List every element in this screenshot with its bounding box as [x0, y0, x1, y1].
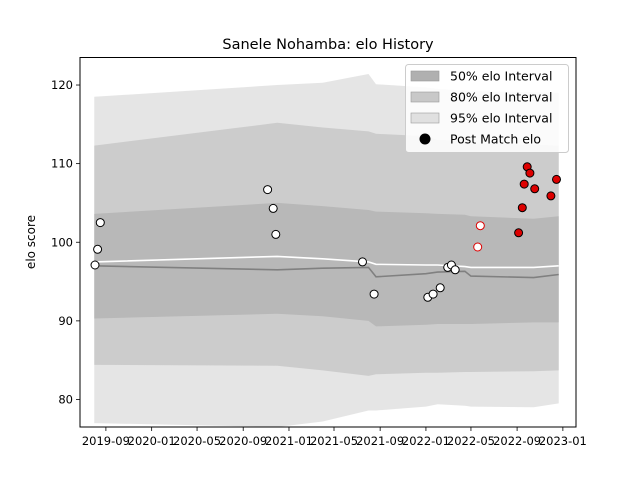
data-point-0 [90, 260, 100, 270]
y-tick-label-0: 80 [58, 392, 73, 406]
interval-bands [94, 74, 559, 427]
x-tick-label-4: 2021-01 [265, 434, 313, 448]
x-tick-label-1: 2020-01 [128, 434, 176, 448]
x-tick-label-7: 2022-01 [402, 434, 450, 448]
data-point-22 [546, 191, 556, 201]
legend-swatch-2 [410, 112, 440, 124]
data-point-23 [552, 174, 561, 184]
x-axis: 2019-092020-012020-052020-092021-012021-… [82, 427, 587, 448]
legend-label-1: 80% elo Interval [450, 90, 552, 105]
x-tick-label-8: 2022-05 [447, 434, 495, 448]
x-tick-label-5: 2021-05 [310, 434, 358, 448]
legend-swatch-1 [410, 91, 440, 103]
y-axis-label: elo score [24, 215, 38, 269]
trend-lines [94, 255, 559, 279]
data-point-16 [514, 228, 524, 238]
data-point-3 [263, 185, 273, 195]
match-points [90, 162, 561, 302]
y-tick-label-4: 120 [51, 78, 73, 92]
data-point-5 [271, 229, 281, 239]
x-tick-label-10: 2023-01 [539, 434, 587, 448]
data-point-18 [519, 179, 529, 189]
band-2 [94, 202, 559, 327]
series-line-mean [94, 265, 559, 279]
data-point-2 [95, 218, 105, 228]
y-tick-label-1: 90 [58, 314, 73, 328]
data-point-14 [473, 242, 483, 252]
data-point-1 [93, 244, 103, 254]
data-point-20 [525, 168, 535, 178]
data-point-9 [428, 289, 438, 299]
data-point-6 [358, 257, 367, 267]
y-axis: 80 90 100 110 120 [51, 78, 80, 406]
x-tick-label-9: 2022-09 [493, 434, 541, 448]
x-tick-label-0: 2019-09 [82, 434, 130, 448]
legend-box [405, 64, 569, 153]
legend-label-0: 50% elo Interval [450, 69, 552, 84]
chart-title: Sanele Nohamba: elo History [222, 37, 434, 53]
y-tick-label-3: 110 [51, 157, 73, 171]
data-point-4 [268, 203, 278, 213]
legend-label-3: Post Match elo [450, 132, 541, 147]
data-point-10 [435, 283, 445, 293]
x-tick-label-6: 2021-09 [356, 434, 404, 448]
x-tick-label-2: 2020-05 [173, 434, 221, 448]
data-point-13 [450, 265, 460, 275]
data-point-17 [517, 203, 527, 213]
series-line-median [94, 255, 559, 269]
data-point-15 [475, 221, 485, 231]
x-tick-label-3: 2020-09 [219, 434, 267, 448]
legend-marker-3 [419, 133, 431, 145]
legend: 50% elo Interval 80% elo Interval 95% elo … [405, 64, 569, 153]
y-tick-label-2: 100 [51, 235, 73, 249]
legend-swatch-0 [410, 70, 440, 82]
data-point-21 [530, 184, 540, 194]
legend-label-2: 95% elo Interval [450, 111, 552, 126]
data-point-7 [369, 289, 379, 299]
